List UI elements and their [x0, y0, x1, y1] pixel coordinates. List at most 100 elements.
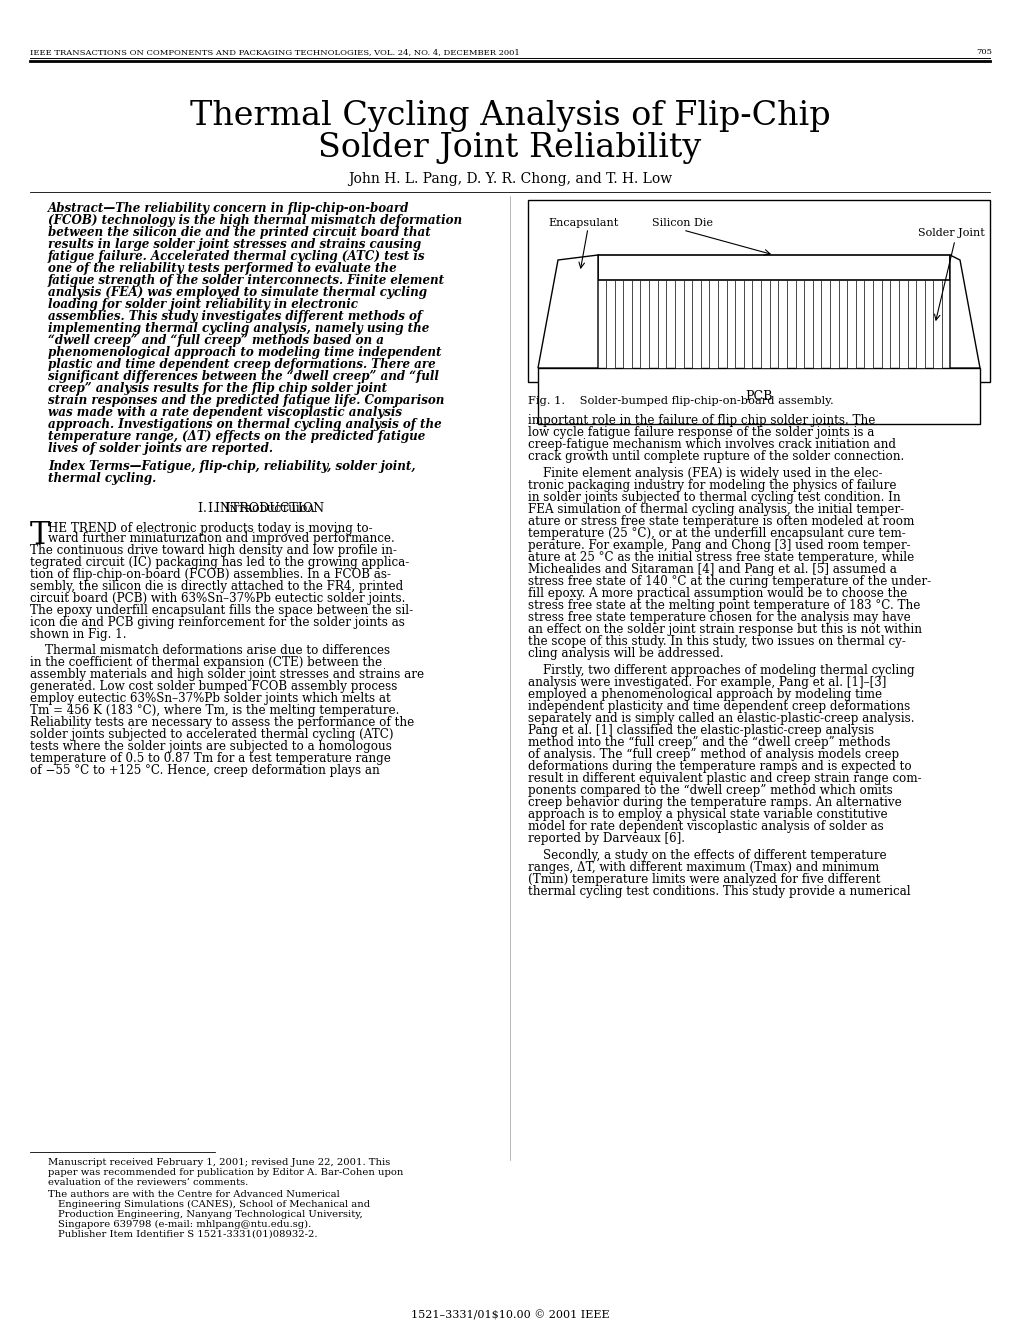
- Bar: [898, 280, 907, 368]
- Bar: [708, 280, 717, 368]
- Text: crack growth until complete rupture of the solder connection.: crack growth until complete rupture of t…: [528, 450, 904, 463]
- Polygon shape: [537, 255, 597, 368]
- Text: employ eutectic 63%Sn–37%Pb solder joints which melts at: employ eutectic 63%Sn–37%Pb solder joint…: [30, 692, 390, 705]
- Text: Tm = 456 K (183 °C), where Tm, is the melting temperature.: Tm = 456 K (183 °C), where Tm, is the me…: [30, 704, 399, 717]
- Bar: [537, 368, 979, 424]
- Text: in the coefficient of thermal expansion (CTE) between the: in the coefficient of thermal expansion …: [30, 656, 382, 669]
- Text: between the silicon die and the printed circuit board that: between the silicon die and the printed …: [48, 226, 430, 239]
- Text: solder joints subjected to accelerated thermal cycling (ATC): solder joints subjected to accelerated t…: [30, 729, 393, 741]
- Text: (Tmin) temperature limits were analyzed for five different: (Tmin) temperature limits were analyzed …: [528, 873, 879, 886]
- Text: the scope of this study. In this study, two issues on thermal cy-: the scope of this study. In this study, …: [528, 635, 905, 648]
- Bar: [915, 280, 924, 368]
- Text: thermal cycling.: thermal cycling.: [48, 473, 156, 484]
- Text: icon die and PCB giving reinforcement for the solder joints as: icon die and PCB giving reinforcement fo…: [30, 616, 405, 630]
- Text: deformations during the temperature ramps and is expected to: deformations during the temperature ramp…: [528, 760, 911, 774]
- Text: of −55 °C to +125 °C. Hence, creep deformation plays an: of −55 °C to +125 °C. Hence, creep defor…: [30, 764, 379, 777]
- Text: IEEE TRANSACTIONS ON COMPONENTS AND PACKAGING TECHNOLOGIES, VOL. 24, NO. 4, DECE: IEEE TRANSACTIONS ON COMPONENTS AND PACK…: [30, 48, 520, 55]
- Text: low cycle fatigue failure response of the solder joints is a: low cycle fatigue failure response of th…: [528, 426, 873, 440]
- Text: implementing thermal cycling analysis, namely using the: implementing thermal cycling analysis, n…: [48, 322, 429, 335]
- Text: fill epoxy. A more practical assumption would be to choose the: fill epoxy. A more practical assumption …: [528, 587, 906, 601]
- Text: tronic packaging industry for modeling the physics of failure: tronic packaging industry for modeling t…: [528, 479, 896, 492]
- Bar: [829, 280, 838, 368]
- Bar: [528, 201, 989, 381]
- Text: of analysis. The “full creep” method of analysis models creep: of analysis. The “full creep” method of …: [528, 748, 898, 762]
- Text: lives of solder joints are reported.: lives of solder joints are reported.: [48, 442, 273, 455]
- Text: thermal cycling test conditions. This study provide a numerical: thermal cycling test conditions. This st…: [528, 884, 910, 898]
- Text: separately and is simply called an elastic-plastic-creep analysis.: separately and is simply called an elast…: [528, 711, 914, 725]
- Bar: [675, 280, 683, 368]
- Text: 705: 705: [975, 48, 991, 55]
- Text: temperature range, (ΔT) effects on the predicted fatigue: temperature range, (ΔT) effects on the p…: [48, 430, 425, 444]
- Bar: [812, 280, 820, 368]
- Text: results in large solder joint stresses and strains causing: results in large solder joint stresses a…: [48, 238, 421, 251]
- Text: temperature of 0.5 to 0.87 Tm for a test temperature range: temperature of 0.5 to 0.87 Tm for a test…: [30, 752, 390, 766]
- Bar: [880, 280, 890, 368]
- Text: Singapore 639798 (e-mail: mhlpang@ntu.edu.sg).: Singapore 639798 (e-mail: mhlpang@ntu.ed…: [58, 1220, 311, 1229]
- Text: evaluation of the reviewers’ comments.: evaluation of the reviewers’ comments.: [48, 1177, 248, 1187]
- Text: Firstly, two different approaches of modeling thermal cycling: Firstly, two different approaches of mod…: [528, 664, 914, 677]
- Text: “dwell creep” and “full creep” methods based on a: “dwell creep” and “full creep” methods b…: [48, 334, 383, 347]
- Text: Thermal mismatch deformations arise due to differences: Thermal mismatch deformations arise due …: [30, 644, 389, 657]
- Text: method into the “full creep” and the “dwell creep” methods: method into the “full creep” and the “dw…: [528, 737, 890, 748]
- Text: Thermal Cycling Analysis of Flip-Chip: Thermal Cycling Analysis of Flip-Chip: [190, 100, 829, 132]
- Text: fatigue failure. Accelerated thermal cycling (ATC) test is: fatigue failure. Accelerated thermal cyc…: [48, 249, 425, 263]
- Text: stress free state at the melting point temperature of 183 °C. The: stress free state at the melting point t…: [528, 599, 919, 612]
- Bar: [932, 280, 942, 368]
- Text: sembly, the silicon die is directly attached to the FR4, printed: sembly, the silicon die is directly atta…: [30, 579, 403, 593]
- Text: John H. L. Pang, D. Y. R. Chong, and T. H. Low: John H. L. Pang, D. Y. R. Chong, and T. …: [347, 172, 672, 186]
- Text: Michealides and Sitaraman [4] and Pang et al. [5] assumed a: Michealides and Sitaraman [4] and Pang e…: [528, 564, 896, 576]
- Text: an effect on the solder joint strain response but this is not within: an effect on the solder joint strain res…: [528, 623, 921, 636]
- Text: stress free state of 140 °C at the curing temperature of the under-: stress free state of 140 °C at the curin…: [528, 576, 930, 587]
- Text: creep behavior during the temperature ramps. An alternative: creep behavior during the temperature ra…: [528, 796, 901, 809]
- Text: model for rate dependent viscoplastic analysis of solder as: model for rate dependent viscoplastic an…: [528, 820, 882, 833]
- Text: Publisher Item Identifier S 1521-3331(01)08932-2.: Publisher Item Identifier S 1521-3331(01…: [58, 1230, 317, 1238]
- Text: was made with a rate dependent viscoplastic analysis: was made with a rate dependent viscoplas…: [48, 407, 401, 418]
- Bar: [597, 255, 949, 280]
- Text: important role in the failure of flip chip solder joints. The: important role in the failure of flip ch…: [528, 414, 874, 426]
- Text: tests where the solder joints are subjected to a homologous: tests where the solder joints are subjec…: [30, 741, 391, 752]
- Text: Manuscript received February 1, 2001; revised June 22, 2001. This: Manuscript received February 1, 2001; re…: [48, 1158, 390, 1167]
- Text: I.  Iɴᴛʀᴏᴅᴜᴄᴛɯᴏᴧ: I. Iɴᴛʀᴏᴅᴜᴄᴛɯᴏᴧ: [208, 502, 314, 515]
- Text: Pang et al. [1] classified the elastic-plastic-creep analysis: Pang et al. [1] classified the elastic-p…: [528, 723, 873, 737]
- Text: Reliability tests are necessary to assess the performance of the: Reliability tests are necessary to asses…: [30, 715, 414, 729]
- Bar: [864, 280, 872, 368]
- Text: strain responses and the predicted fatigue life. Comparison: strain responses and the predicted fatig…: [48, 393, 444, 407]
- Text: Silicon Die: Silicon Die: [652, 218, 713, 228]
- Text: assembly materials and high solder joint stresses and strains are: assembly materials and high solder joint…: [30, 668, 424, 681]
- Text: fatigue strength of the solder interconnects. Finite element: fatigue strength of the solder interconn…: [48, 275, 444, 286]
- Text: Solder Joint Reliability: Solder Joint Reliability: [318, 132, 701, 164]
- Text: cling analysis will be addressed.: cling analysis will be addressed.: [528, 647, 722, 660]
- Text: analysis (FEA) was employed to simulate thermal cycling: analysis (FEA) was employed to simulate …: [48, 286, 427, 300]
- Bar: [777, 280, 786, 368]
- Text: The continuous drive toward high density and low profile in-: The continuous drive toward high density…: [30, 544, 396, 557]
- Text: creep-fatigue mechanism which involves crack initiation and: creep-fatigue mechanism which involves c…: [528, 438, 895, 451]
- Text: temperature (25 °C), or at the underfill encapsulant cure tem-: temperature (25 °C), or at the underfill…: [528, 527, 905, 540]
- Bar: [726, 280, 735, 368]
- Text: creep” analysis results for the flip chip solder joint: creep” analysis results for the flip chi…: [48, 381, 387, 395]
- Text: employed a phenomenological approach by modeling time: employed a phenomenological approach by …: [528, 688, 881, 701]
- Text: perature. For example, Pang and Chong [3] used room temper-: perature. For example, Pang and Chong [3…: [528, 539, 910, 552]
- Text: tion of flip-chip-on-board (FCOB) assemblies. In a FCOB as-: tion of flip-chip-on-board (FCOB) assemb…: [30, 568, 390, 581]
- Text: shown in Fig. 1.: shown in Fig. 1.: [30, 628, 126, 642]
- Text: generated. Low cost solder bumped FCOB assembly process: generated. Low cost solder bumped FCOB a…: [30, 680, 397, 693]
- Text: plastic and time dependent creep deformations. There are: plastic and time dependent creep deforma…: [48, 358, 435, 371]
- Bar: [795, 280, 803, 368]
- Text: approach is to employ a physical state variable constitutive: approach is to employ a physical state v…: [528, 808, 887, 821]
- Text: Production Engineering, Nanyang Technological University,: Production Engineering, Nanyang Technolo…: [58, 1210, 363, 1218]
- Text: Fig. 1.    Solder-bumped flip-chip-on-board assembly.: Fig. 1. Solder-bumped flip-chip-on-board…: [528, 396, 833, 407]
- Text: The authors are with the Centre for Advanced Numerical: The authors are with the Centre for Adva…: [48, 1191, 339, 1200]
- Bar: [743, 280, 752, 368]
- Text: circuit board (PCB) with 63%Sn–37%Pb eutectic solder joints.: circuit board (PCB) with 63%Sn–37%Pb eut…: [30, 591, 405, 605]
- Text: Engineering Simulations (CANES), School of Mechanical and: Engineering Simulations (CANES), School …: [58, 1200, 370, 1209]
- Text: in solder joints subjected to thermal cycling test condition. In: in solder joints subjected to thermal cy…: [528, 491, 900, 504]
- Text: ranges, ΔT, with different maximum (Tmax) and minimum: ranges, ΔT, with different maximum (Tmax…: [528, 861, 878, 874]
- Bar: [847, 280, 855, 368]
- Text: ponents compared to the “dwell creep” method which omits: ponents compared to the “dwell creep” me…: [528, 784, 892, 797]
- Text: approach. Investigations on thermal cycling analysis of the: approach. Investigations on thermal cycl…: [48, 418, 441, 432]
- Text: paper was recommended for publication by Editor A. Bar-Cohen upon: paper was recommended for publication by…: [48, 1168, 403, 1177]
- Bar: [760, 280, 769, 368]
- Text: reported by Darveaux [6].: reported by Darveaux [6].: [528, 832, 685, 845]
- Text: T: T: [30, 520, 50, 550]
- Text: significant differences between the “dwell creep” and “full: significant differences between the “dwe…: [48, 370, 438, 383]
- Text: Encapsulant: Encapsulant: [547, 218, 618, 228]
